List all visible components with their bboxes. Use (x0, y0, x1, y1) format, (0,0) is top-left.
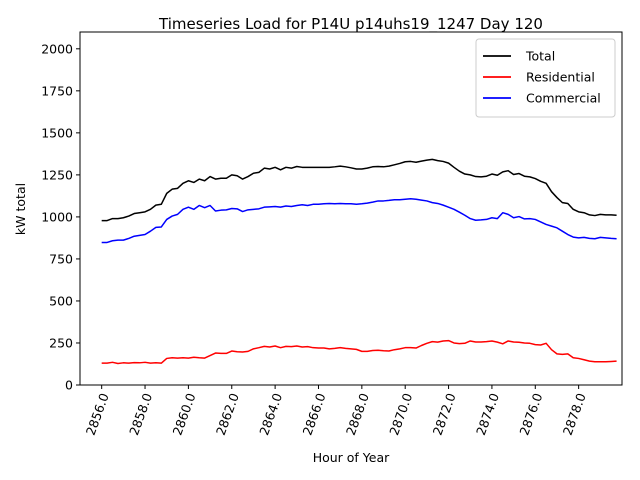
x-tick-label: 2864.0 (256, 391, 285, 437)
x-axis: 2856.0 2858.0 2860.0 2862.0 2864.0 2866.0 2868… (83, 385, 589, 437)
series-line-commercial (101, 198, 617, 244)
legend-label-total: Total (525, 49, 555, 64)
x-axis-label: Hour of Year (313, 450, 390, 465)
y-tick-label: 500 (49, 293, 73, 308)
x-tick-label: 2856.0 (83, 391, 112, 437)
legend: Total Residential Commercial (475, 38, 616, 118)
x-tick-label: 2868.0 (343, 391, 372, 437)
y-axis-label: kW total (13, 183, 28, 235)
plot-area (79, 31, 623, 386)
y-tick-label: 0 (65, 378, 73, 393)
y-axis: 0 250 500 750 1000 1250 1500 1750 2000 (41, 41, 80, 393)
x-tick-label: 2878.0 (560, 391, 589, 437)
y-tick-label: 1500 (41, 125, 73, 140)
series-layer (101, 158, 617, 365)
x-tick-label: 2872.0 (430, 391, 459, 437)
legend-label-residential: Residential (526, 70, 595, 85)
x-tick-label: 2876.0 (516, 391, 545, 437)
x-tick-label: 2862.0 (213, 391, 242, 437)
y-tick-label: 2000 (41, 41, 73, 56)
y-tick-label: 1250 (41, 167, 73, 182)
series-line-residential (101, 339, 617, 365)
x-tick-label: 2860.0 (169, 391, 198, 437)
chart-title: Timeseries Load for P14U p14uhs19_1247 D… (158, 15, 543, 34)
x-tick-label: 2870.0 (386, 391, 415, 437)
y-tick-label: 1000 (41, 209, 73, 224)
y-tick-label: 750 (49, 251, 73, 266)
y-tick-label: 1750 (41, 83, 73, 98)
legend-entries: Total Residential Commercial (483, 49, 601, 106)
series-line-total (101, 158, 617, 222)
x-tick-label: 2858.0 (126, 391, 155, 437)
y-tick-label: 250 (49, 335, 73, 350)
x-tick-label: 2866.0 (300, 391, 329, 437)
x-tick-label: 2874.0 (473, 391, 502, 437)
legend-label-commercial: Commercial (526, 91, 601, 106)
plot-frame (79, 31, 623, 386)
